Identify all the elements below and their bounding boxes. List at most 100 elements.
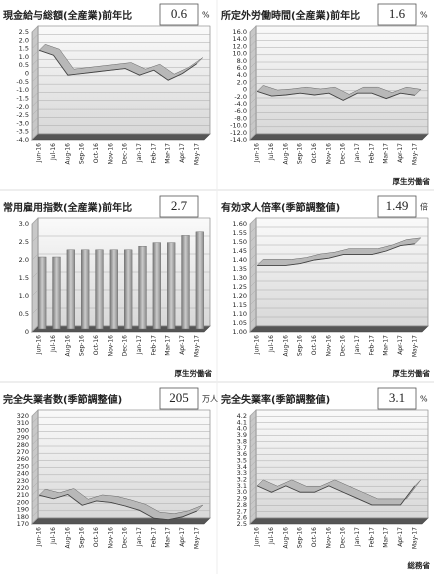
x-tick-label: May-17: [411, 335, 418, 357]
bar: [124, 249, 133, 330]
x-tick-label: Jun-16: [36, 527, 43, 547]
y-tick-label: 250: [17, 462, 29, 470]
x-tick-label: Aug-16: [64, 143, 71, 165]
y-tick-label: 3.6: [237, 450, 247, 458]
grid-line-side: [249, 422, 257, 429]
grid-line-side: [31, 235, 39, 243]
latest-value: 205: [169, 390, 189, 405]
grid-line-side: [31, 467, 39, 474]
y-tick-label: 4.0: [237, 425, 247, 433]
bar: [81, 249, 90, 330]
x-tick-label: Dec-16: [340, 527, 347, 549]
y-tick-label: 270: [17, 448, 29, 456]
x-tick-label: Mar-17: [383, 335, 390, 356]
line: [256, 485, 416, 506]
x-tick-label: Aug-16: [282, 527, 289, 549]
latest-box: [377, 195, 417, 218]
y-tick-label: -6.0: [234, 107, 247, 115]
panel-title: 現金給与総額(全産業)前年比: [3, 9, 132, 22]
x-tick-label: Sep-16: [297, 143, 304, 164]
x-tick-label: Sep-16: [297, 527, 304, 548]
y-tick-label: 320: [17, 412, 29, 420]
x-tick-label: Oct-16: [311, 527, 318, 547]
panel: 有効求人倍率(季節調整値) 1.49 倍厚生労働省1.601.551.501.451…: [221, 195, 430, 378]
x-tick-label: May-17: [411, 143, 418, 165]
grid-line-side: [31, 289, 39, 297]
grid-line-side: [31, 453, 39, 460]
x-tick-label: Jul-16: [268, 143, 275, 161]
x-tick-label: Jun-16: [36, 335, 43, 355]
grid-line-side: [249, 498, 257, 506]
back-wall: [255, 25, 429, 135]
y-tick-label: 8.0: [237, 57, 247, 65]
y-tick-label: 3.4: [237, 463, 247, 471]
grid-line-side: [249, 33, 257, 40]
latest-value: 1.6: [389, 6, 406, 21]
grid-line-side: [31, 108, 39, 116]
y-tick-label: 2.0: [237, 78, 247, 86]
panel: 完全失業者数(季節調整値) 205 万人3203103002902802702602…: [3, 387, 218, 549]
y-tick-label: 1.5: [19, 45, 29, 53]
y-tick-label: 1.10: [233, 310, 247, 318]
grid-line-side: [31, 67, 39, 74]
bar: [167, 242, 176, 330]
y-tick-label: -3.0: [16, 119, 29, 127]
bar: [66, 249, 75, 330]
floor: [249, 133, 429, 141]
y-tick-label: 0: [25, 70, 29, 78]
x-tick-label: Jun-16: [254, 527, 261, 547]
panel-title: 有効求人倍率(季節調整値): [221, 201, 340, 214]
x-tick-label: Aug-16: [282, 143, 289, 165]
latest-box: [377, 3, 417, 26]
y-tick-label: 2.0: [19, 36, 29, 44]
bar: [109, 249, 118, 330]
grid-line-side: [249, 492, 257, 499]
grid-line-side: [249, 105, 257, 112]
y-tick-label: 1.5: [19, 274, 29, 282]
grid-line-side: [249, 517, 257, 525]
y-tick-label: 1.0: [19, 292, 29, 300]
panel-title: 完全失業者数(季節調整値): [3, 393, 122, 406]
x-tick-label: Nov-16: [325, 527, 332, 549]
y-tick-label: 200: [17, 498, 29, 506]
bar: [152, 242, 161, 330]
y-tick-label: -1.0: [16, 86, 29, 94]
grid-line-side: [31, 417, 39, 424]
floor: [31, 133, 211, 141]
y-tick-label: 1.0: [19, 53, 29, 61]
x-tick-label: Oct-16: [93, 143, 100, 163]
panel: 常用雇用指数(全産業)前年比 2.7 厚生労働省 3.0 2.5 2.0 1.5 1.0 0.5…: [3, 195, 212, 378]
y-tick-label: 6.0: [237, 64, 247, 72]
grid-line-side: [31, 474, 39, 481]
x-tick-label: Feb-17: [368, 335, 375, 356]
y-tick-label: 280: [17, 441, 29, 449]
line: [257, 243, 415, 266]
grid-line-side: [249, 76, 257, 83]
x-tick-label: Feb-17: [150, 143, 157, 164]
y-tick-label: -3.5: [16, 128, 29, 136]
grid-line-side: [31, 307, 39, 315]
bar: [52, 256, 61, 330]
grid-line-side: [249, 244, 257, 252]
x-tick-label: Mar-17: [383, 143, 390, 164]
grid-line-side: [31, 431, 39, 438]
bar: [195, 231, 204, 330]
panel: 完全失業率(季節調整値) 3.1 % 総務省 4.24.14.03.93.83.73.6…: [221, 387, 430, 570]
latest-value: 2.7: [171, 198, 188, 213]
y-tick-label: 16.0: [233, 28, 247, 36]
x-tick-label: Mar-17: [165, 335, 172, 356]
grid-line-side: [249, 454, 257, 461]
unit: 万人: [202, 395, 218, 404]
grid-line-side: [249, 47, 257, 54]
grid-line-side: [249, 325, 257, 333]
y-tick-label: 1.60: [233, 220, 247, 228]
x-tick-label: Jan-17: [136, 143, 143, 163]
y-tick-label: 3.7: [237, 444, 247, 452]
grid-line-side: [249, 460, 257, 468]
grid-line-side: [31, 133, 39, 141]
grid-line-side: [249, 69, 257, 76]
bar: [95, 249, 104, 330]
grid-line-side: [31, 496, 39, 503]
y-tick-label: 2.7: [237, 507, 247, 515]
grid-line-side: [249, 54, 257, 61]
